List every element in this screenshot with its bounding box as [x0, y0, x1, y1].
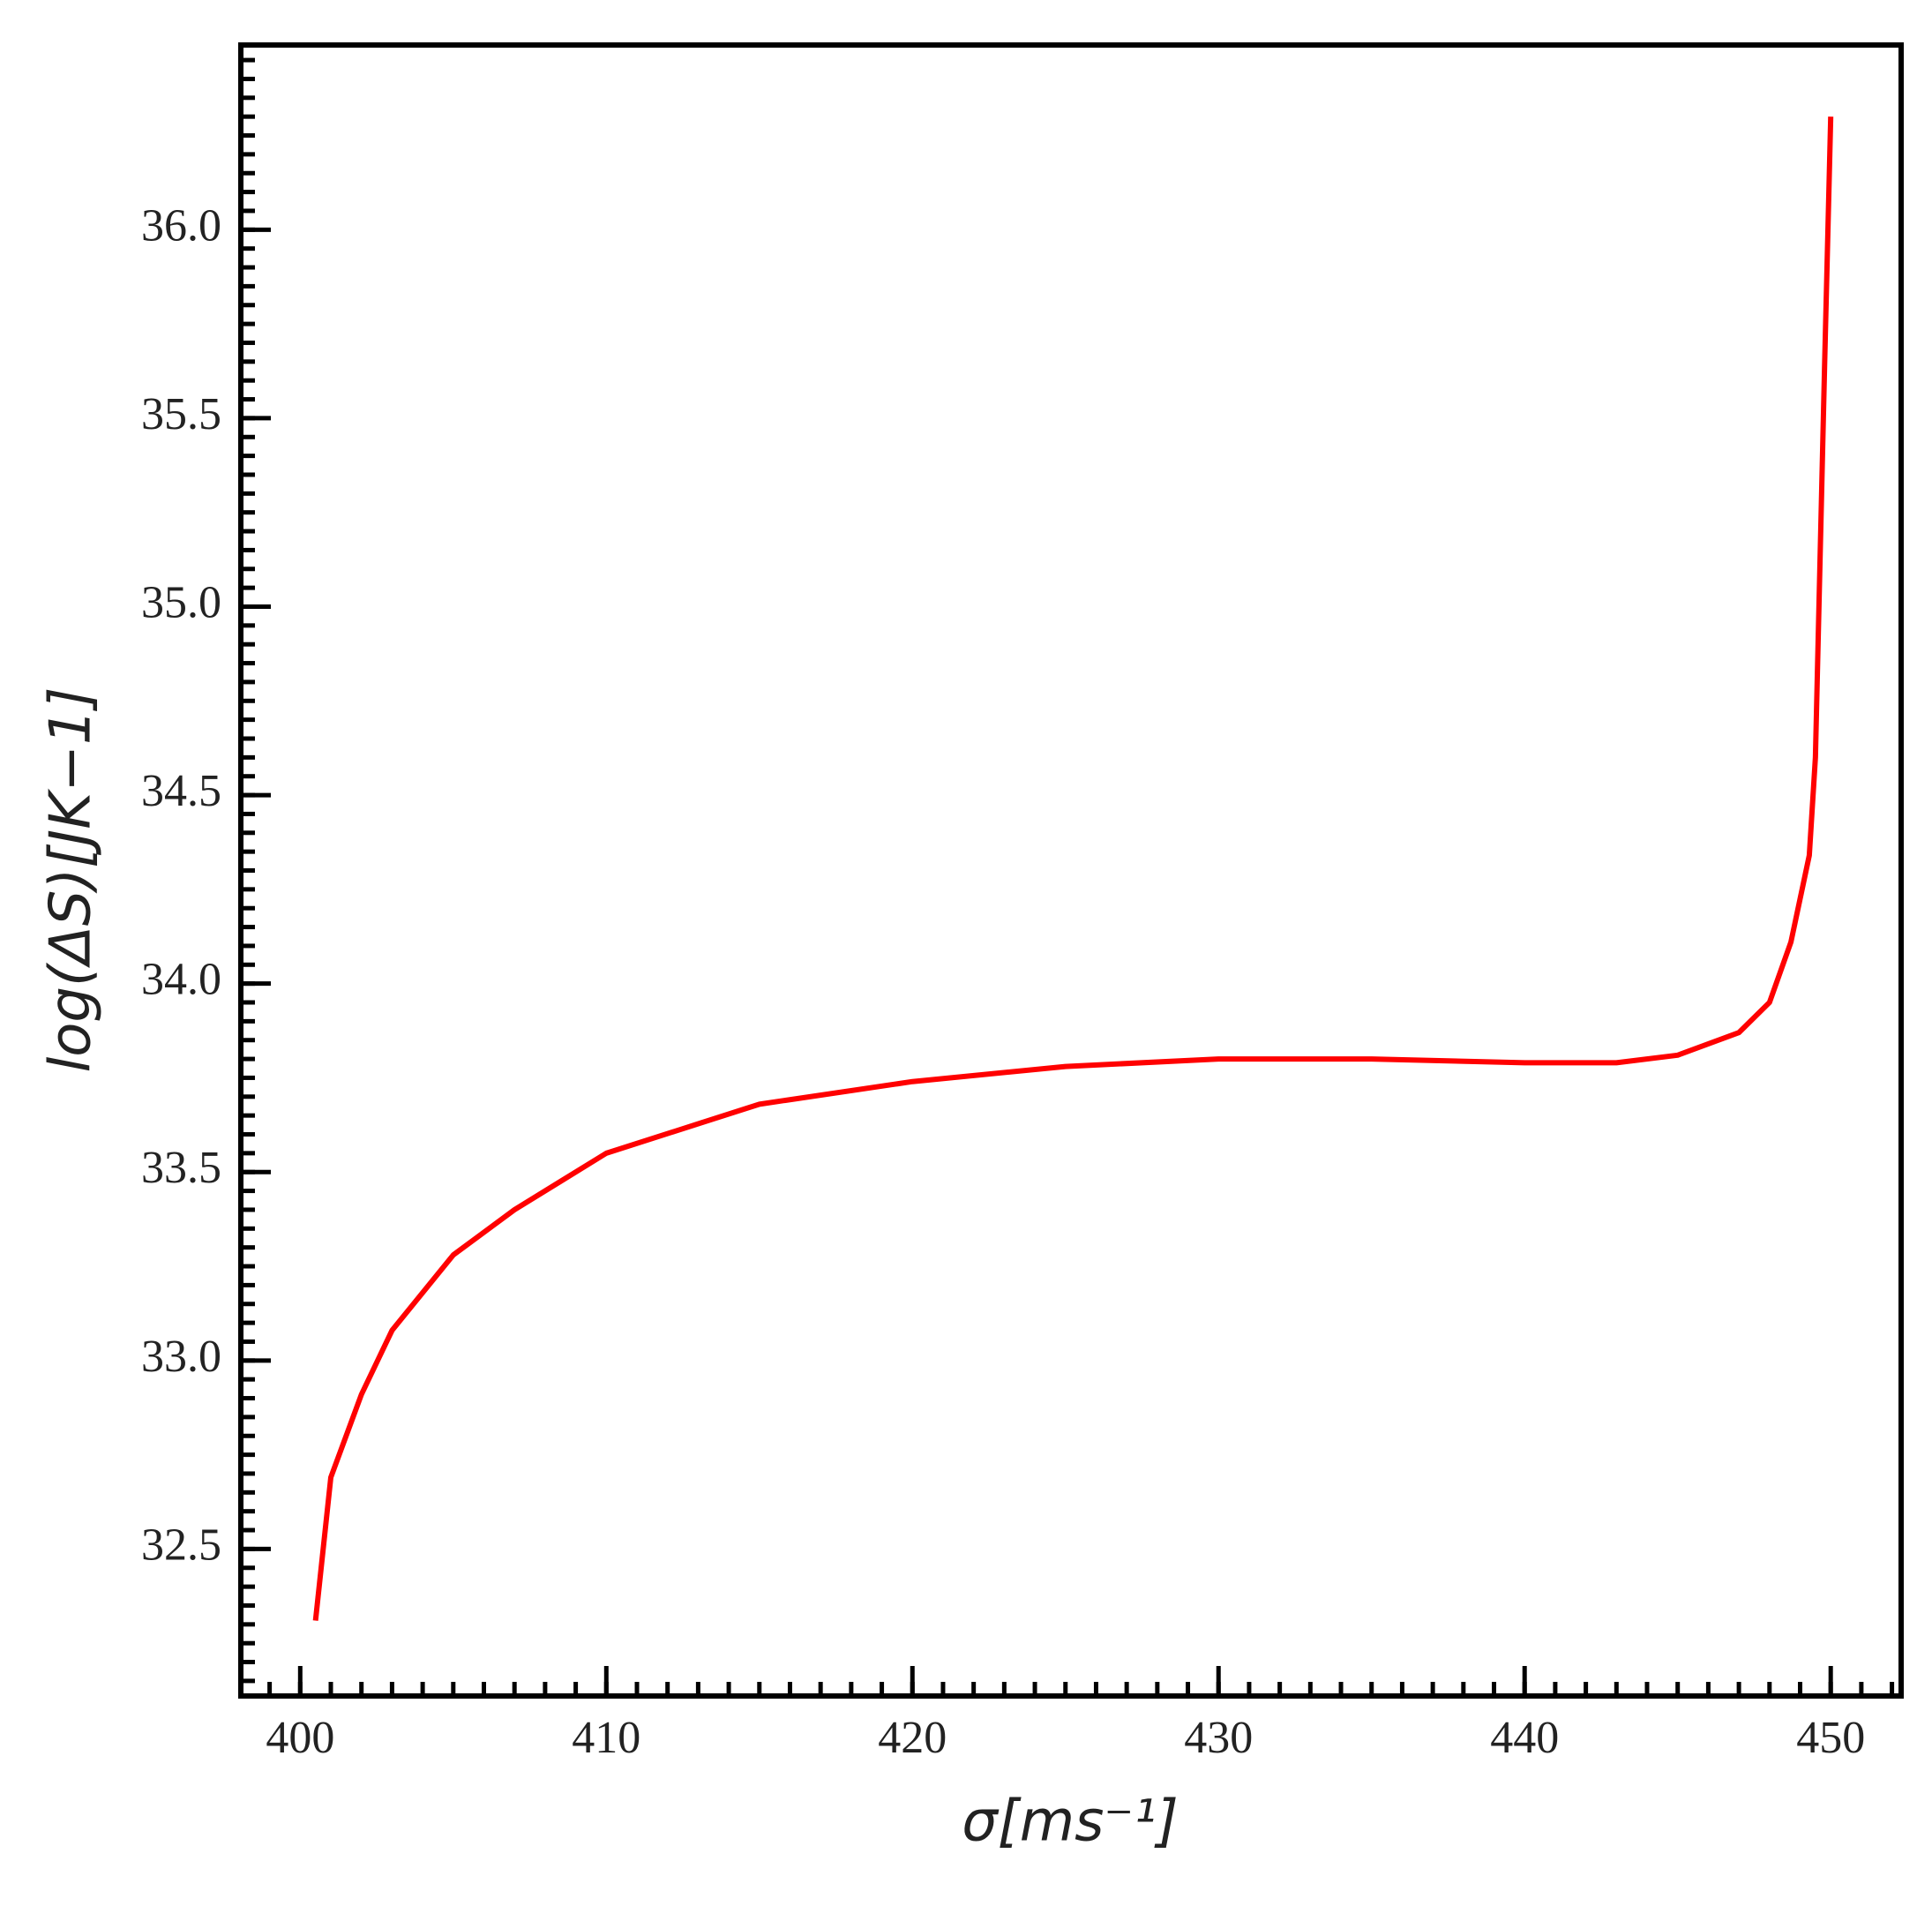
y-tick-label: 34.5	[141, 766, 221, 816]
x-tick-label: 440	[1490, 1713, 1559, 1763]
x-tick-label: 420	[878, 1713, 947, 1763]
x-axis-label: σ[ms⁻¹]	[962, 1790, 1179, 1855]
y-tick-label: 32.5	[141, 1520, 221, 1570]
y-tick-label: 36.0	[141, 200, 221, 251]
y-tick-label: 35.0	[141, 577, 221, 627]
plot-frame	[238, 42, 1904, 1699]
x-tick-label: 430	[1184, 1713, 1253, 1763]
x-tick-label: 400	[266, 1713, 334, 1763]
x-tick-label: 450	[1796, 1713, 1865, 1763]
y-tick-label: 33.5	[141, 1143, 221, 1193]
y-tick-label: 35.5	[141, 389, 221, 439]
x-tick-label: 410	[572, 1713, 640, 1763]
y-axis-label: log(ΔS)[JK−1]	[39, 687, 104, 1072]
data-line	[312, 116, 1834, 1621]
y-tick-label: 33.0	[141, 1332, 221, 1382]
y-tick-label: 34.0	[141, 955, 221, 1005]
